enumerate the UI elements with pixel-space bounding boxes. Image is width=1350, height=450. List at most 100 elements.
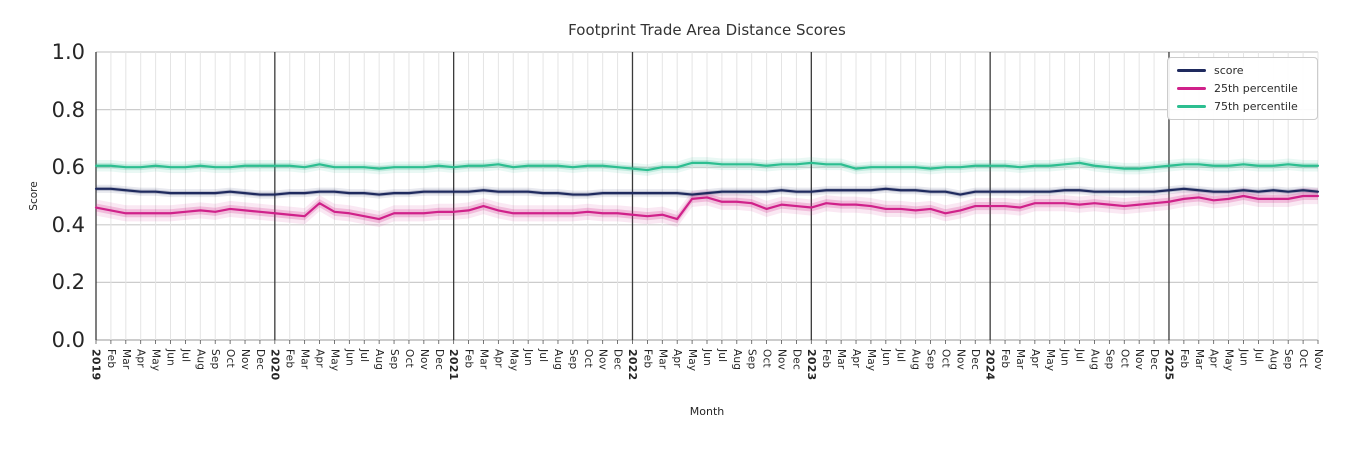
y-tick-label: 0.2 <box>51 270 85 295</box>
x-tick-text: Jul <box>358 349 371 363</box>
x-tick-text: Apr <box>492 349 505 368</box>
x-tick-month-label: Aug <box>550 349 566 407</box>
x-tick-month-label: Apr <box>133 349 149 407</box>
x-tick-month-label: Jul <box>177 349 193 407</box>
x-tick-month-label: Sep <box>1101 349 1117 407</box>
chart-title: Footprint Trade Area Distance Scores <box>568 21 846 39</box>
x-tick-month-label: Mar <box>833 349 849 407</box>
x-tick-year-label: 2024 <box>982 349 998 407</box>
x-tick-text: Mar <box>1013 349 1026 370</box>
x-tick-year-label: 2022 <box>624 349 640 407</box>
y-tick-label: 0.0 <box>51 328 85 352</box>
y-tick-label: 0.4 <box>51 212 85 237</box>
x-tick-text: Jun <box>343 349 356 367</box>
x-tick-text: Oct <box>939 349 952 368</box>
x-tick-text: Apr <box>313 349 326 368</box>
x-tick-text: Sep <box>1282 349 1295 370</box>
x-tick-month-label: Aug <box>1265 349 1281 407</box>
x-tick-text: Aug <box>1267 349 1280 371</box>
x-tick-month-label: Oct <box>759 349 775 407</box>
x-tick-text: 2021 <box>447 349 461 381</box>
legend-line-swatch <box>1177 69 1206 72</box>
x-tick-text: Jun <box>1237 349 1250 367</box>
x-tick-text: 2022 <box>625 349 639 381</box>
legend: score 25th percentile 75th percentile <box>1167 57 1318 120</box>
x-tick-month-label: May <box>684 349 700 407</box>
x-tick-text: Nov <box>775 349 788 371</box>
x-tick-month-label: Oct <box>1295 349 1311 407</box>
legend-item: 25th percentile <box>1177 82 1308 95</box>
x-tick-text: Feb <box>283 349 296 369</box>
confidence-band <box>96 184 1318 199</box>
x-tick-month-label: Mar <box>654 349 670 407</box>
x-tick-text: 2020 <box>268 349 282 381</box>
x-tick-text: Feb <box>1177 349 1190 369</box>
x-tick-text: Nov <box>954 349 967 371</box>
x-tick-month-label: Feb <box>1176 349 1192 407</box>
x-tick-month-label: Oct <box>580 349 596 407</box>
x-tick-text: Jun <box>522 349 535 367</box>
x-tick-month-label: Nov <box>774 349 790 407</box>
x-tick-text: Jun <box>164 349 177 367</box>
x-tick-text: Jun <box>1058 349 1071 367</box>
x-tick-year-label: 2020 <box>267 349 283 407</box>
x-tick-text: 2019 <box>89 349 103 381</box>
x-tick-text: Aug <box>551 349 564 371</box>
x-tick-month-label: Sep <box>923 349 939 407</box>
x-tick-text: 2023 <box>804 349 818 381</box>
x-tick-month-label: Apr <box>848 349 864 407</box>
x-tick-text: Nov <box>596 349 609 371</box>
x-tick-month-label: May <box>1221 349 1237 407</box>
x-tick-text: Oct <box>1118 349 1131 368</box>
legend-label: score <box>1214 64 1244 77</box>
x-tick-month-label: Feb <box>639 349 655 407</box>
x-tick-month-label: Aug <box>371 349 387 407</box>
x-tick-text: Jul <box>1252 349 1265 363</box>
x-tick-text: Feb <box>462 349 475 369</box>
x-tick-text: Mar <box>477 349 490 370</box>
x-tick-text: May <box>864 349 877 372</box>
confidence-band <box>96 160 1318 173</box>
x-tick-text: Oct <box>760 349 773 368</box>
x-tick-month-label: Aug <box>729 349 745 407</box>
x-tick-text: 2025 <box>1162 349 1176 381</box>
confidence-band <box>96 187 1318 228</box>
x-tick-text: Feb <box>820 349 833 369</box>
x-tick-month-label: Feb <box>282 349 298 407</box>
x-tick-month-label: Jul <box>535 349 551 407</box>
x-axis-label: Month <box>689 405 725 418</box>
x-tick-month-label: May <box>505 349 521 407</box>
x-tick-text: Nov <box>1133 349 1146 371</box>
x-tick-month-label: Aug <box>908 349 924 407</box>
x-tick-month-label: Oct <box>222 349 238 407</box>
x-tick-text: Oct <box>1297 349 1310 368</box>
x-tick-month-label: Sep <box>1280 349 1296 407</box>
x-tick-text: Dec <box>253 349 266 370</box>
x-tick-text: May <box>686 349 699 372</box>
x-tick-month-label: Jun <box>1235 349 1251 407</box>
x-tick-text: Apr <box>1207 349 1220 368</box>
x-tick-month-label: Mar <box>1191 349 1207 407</box>
x-tick-text: Feb <box>999 349 1012 369</box>
x-tick-month-label: May <box>1042 349 1058 407</box>
series-line-25th-percentile <box>94 194 1320 221</box>
x-tick-text: Dec <box>790 349 803 370</box>
x-tick-text: Oct <box>224 349 237 368</box>
x-tick-month-label: Oct <box>937 349 953 407</box>
x-tick-text: Jul <box>1073 349 1086 363</box>
legend-label: 25th percentile <box>1214 82 1298 95</box>
x-tick-month-label: Sep <box>207 349 223 407</box>
x-tick-month-label: Dec <box>967 349 983 407</box>
x-tick-text: Mar <box>656 349 669 370</box>
y-tick-label: 0.8 <box>51 97 85 122</box>
legend-line-swatch <box>1177 105 1206 108</box>
series-line-score <box>94 187 1320 196</box>
x-tick-month-label: Mar <box>118 349 134 407</box>
x-tick-month-label: Mar <box>1012 349 1028 407</box>
x-tick-text: Oct <box>581 349 594 368</box>
x-tick-month-label: Jul <box>1072 349 1088 407</box>
x-tick-month-label: Feb <box>997 349 1013 407</box>
x-tick-text: May <box>1222 349 1235 372</box>
